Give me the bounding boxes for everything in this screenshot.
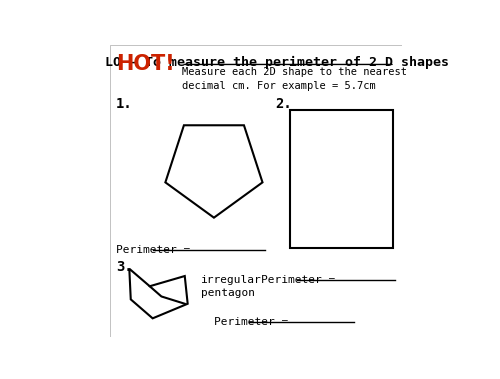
Bar	[290, 110, 394, 248]
Text: pentagon: pentagon	[201, 288, 255, 298]
Text: HOT!: HOT!	[116, 54, 175, 74]
Text: 1.: 1.	[116, 97, 133, 111]
Text: 2.: 2.	[275, 97, 292, 111]
Text: Perimeter =: Perimeter =	[260, 276, 342, 285]
Text: irregular: irregular	[201, 274, 262, 285]
Text: Perimeter =: Perimeter =	[116, 245, 197, 255]
Text: decimal cm. For example = 5.7cm: decimal cm. For example = 5.7cm	[182, 81, 376, 91]
Text: LO – To measure the perimeter of 2 D shapes: LO – To measure the perimeter of 2 D sha…	[104, 56, 448, 69]
Text: Perimeter =: Perimeter =	[214, 317, 295, 327]
Text: Measure each 2D shape to the nearest: Measure each 2D shape to the nearest	[182, 67, 407, 77]
Text: 3.: 3.	[116, 260, 133, 274]
